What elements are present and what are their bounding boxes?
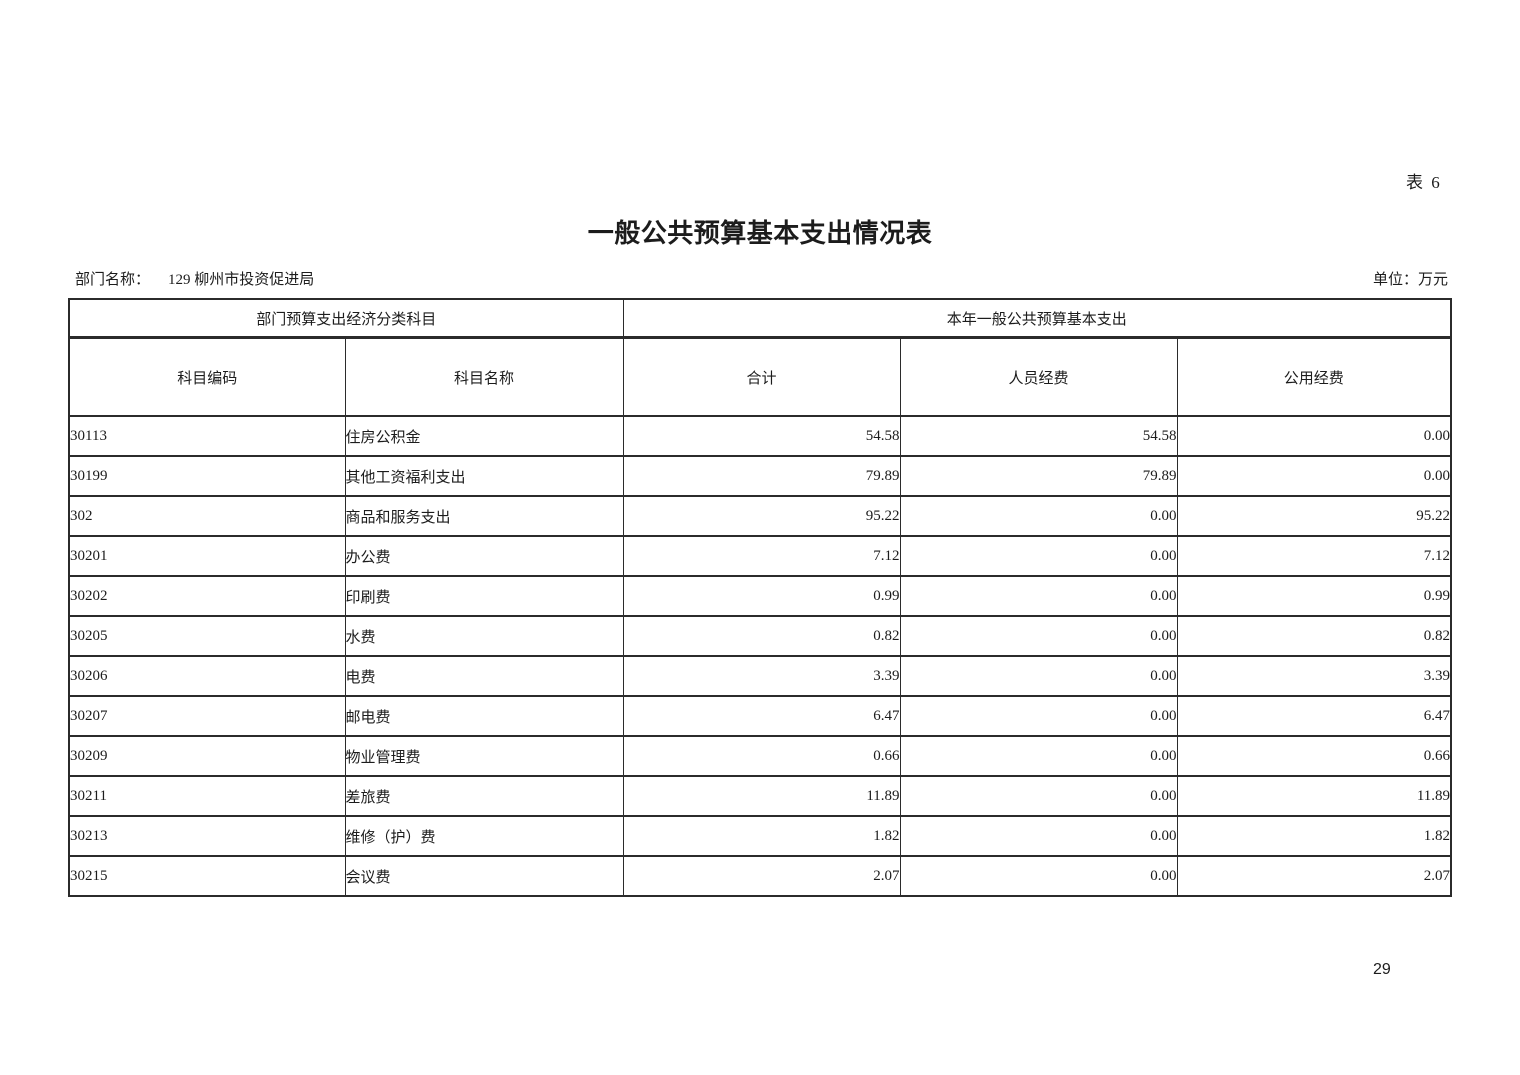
cell-personnel: 0.00	[899, 735, 1178, 777]
cell-public: 0.66	[1176, 735, 1453, 777]
cell-total: 0.82	[622, 615, 901, 657]
column-header-row: 科目编码 科目名称 合计 人员经费 公用经费	[68, 336, 1453, 417]
column-header-personnel: 人员经费	[899, 336, 1178, 417]
department-value: 129 柳州市投资促进局	[168, 272, 315, 288]
cell-subject-name: 其他工资福利支出	[344, 455, 624, 497]
cell-total: 95.22	[622, 495, 901, 537]
cell-total: 3.39	[622, 655, 901, 697]
cell-personnel: 0.00	[899, 495, 1178, 537]
cell-personnel: 54.58	[899, 415, 1178, 457]
cell-subject-name: 印刷费	[344, 575, 624, 617]
cell-total: 0.99	[622, 575, 901, 617]
cell-total: 2.07	[622, 855, 901, 897]
table-row: 302 商品和服务支出 95.22 0.00 95.22	[68, 495, 1453, 537]
table-row: 30213 维修（护）费 1.82 0.00 1.82	[68, 815, 1453, 857]
cell-subject-code: 30211	[68, 775, 346, 817]
column-header-total: 合计	[622, 336, 901, 417]
cell-subject-code: 302	[68, 495, 346, 537]
cell-public: 11.89	[1176, 775, 1453, 817]
cell-personnel: 79.89	[899, 455, 1178, 497]
cell-public: 6.47	[1176, 695, 1453, 737]
column-header-subject-name: 科目名称	[344, 336, 624, 417]
cell-subject-name: 商品和服务支出	[344, 495, 624, 537]
cell-personnel: 0.00	[899, 655, 1178, 697]
group-header-classification: 部门预算支出经济分类科目	[67, 298, 624, 339]
cell-subject-name: 差旅费	[344, 775, 624, 817]
cell-personnel: 0.00	[899, 615, 1178, 657]
table-row: 30113 住房公积金 54.58 54.58 0.00	[68, 415, 1453, 457]
cell-public: 1.82	[1176, 815, 1453, 857]
cell-total: 6.47	[622, 695, 901, 737]
unit-label: 单位：万元	[1372, 272, 1448, 288]
cell-public: 95.22	[1176, 495, 1453, 537]
group-header-row: 部门预算支出经济分类科目 本年一般公共预算基本支出	[67, 298, 1453, 339]
cell-public: 2.07	[1176, 855, 1453, 897]
cell-total: 11.89	[622, 775, 901, 817]
cell-total: 54.58	[622, 415, 901, 457]
cell-personnel: 0.00	[899, 815, 1178, 857]
cell-subject-name: 物业管理费	[344, 735, 624, 777]
cell-personnel: 0.00	[899, 695, 1178, 737]
cell-subject-code: 30209	[68, 735, 346, 777]
cell-subject-code: 30205	[68, 615, 346, 657]
cell-subject-code: 30202	[68, 575, 346, 617]
cell-subject-name: 电费	[344, 655, 624, 697]
page-title: 一般公共预算基本支出情况表	[587, 219, 933, 248]
cell-personnel: 0.00	[899, 535, 1178, 577]
cell-public: 7.12	[1176, 535, 1453, 577]
column-header-public: 公用经费	[1176, 336, 1453, 417]
cell-public: 0.00	[1176, 455, 1453, 497]
cell-public: 0.00	[1176, 415, 1453, 457]
table-row: 30209 物业管理费 0.66 0.00 0.66	[68, 735, 1453, 777]
cell-personnel: 0.00	[899, 855, 1178, 897]
table-row: 30201 办公费 7.12 0.00 7.12	[68, 535, 1453, 577]
table-number-label: 表 6	[1406, 173, 1442, 192]
cell-subject-name: 办公费	[344, 535, 624, 577]
cell-total: 1.82	[622, 815, 901, 857]
page-number: 29	[1373, 961, 1391, 978]
cell-public: 3.39	[1176, 655, 1453, 697]
cell-total: 0.66	[622, 735, 901, 777]
cell-personnel: 0.00	[899, 775, 1178, 817]
group-header-basic-expenditure: 本年一般公共预算基本支出	[622, 298, 1453, 339]
cell-subject-code: 30213	[68, 815, 346, 857]
cell-subject-code: 30113	[68, 415, 346, 457]
cell-subject-code: 30201	[68, 535, 346, 577]
cell-subject-name: 水费	[344, 615, 624, 657]
department-label: 部门名称：	[75, 272, 151, 288]
table-row: 30215 会议费 2.07 0.00 2.07	[68, 855, 1453, 897]
cell-public: 0.99	[1176, 575, 1453, 617]
table-row: 30202 印刷费 0.99 0.00 0.99	[68, 575, 1453, 617]
cell-subject-name: 会议费	[344, 855, 624, 897]
table-row: 30207 邮电费 6.47 0.00 6.47	[68, 695, 1453, 737]
department-line: 部门名称： 129 柳州市投资促进局	[75, 268, 314, 289]
cell-total: 79.89	[622, 455, 901, 497]
cell-subject-name: 邮电费	[344, 695, 624, 737]
cell-public: 0.82	[1176, 615, 1453, 657]
cell-subject-code: 30215	[68, 855, 346, 897]
table-row: 30205 水费 0.82 0.00 0.82	[68, 615, 1453, 657]
cell-subject-code: 30206	[68, 655, 346, 697]
budget-table: 部门预算支出经济分类科目 本年一般公共预算基本支出 科目编码 科目名称 合计 人…	[67, 298, 1453, 897]
cell-subject-code: 30199	[68, 455, 346, 497]
table-row: 30211 差旅费 11.89 0.00 11.89	[68, 775, 1453, 817]
cell-personnel: 0.00	[899, 575, 1178, 617]
cell-total: 7.12	[622, 535, 901, 577]
cell-subject-name: 维修（护）费	[344, 815, 624, 857]
cell-subject-code: 30207	[68, 695, 346, 737]
cell-subject-name: 住房公积金	[344, 415, 624, 457]
table-row: 30199 其他工资福利支出 79.89 79.89 0.00	[68, 455, 1453, 497]
meta-row: 部门名称： 129 柳州市投资促进局 单位：万元	[75, 268, 1448, 289]
table-row: 30206 电费 3.39 0.00 3.39	[68, 655, 1453, 697]
column-header-subject-code: 科目编码	[68, 336, 346, 417]
